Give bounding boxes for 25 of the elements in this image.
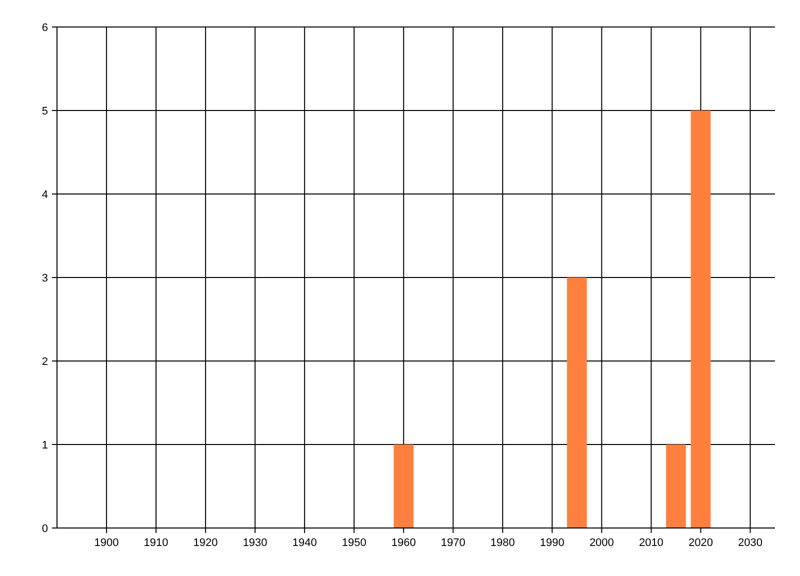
bar [666, 444, 686, 528]
x-tick-label: 1980 [490, 537, 515, 549]
x-tick-label: 1960 [391, 537, 416, 549]
bar [567, 278, 587, 528]
y-tick-label: 3 [42, 272, 48, 284]
y-tick-label: 5 [42, 106, 48, 118]
x-tick-label: 2010 [638, 537, 664, 549]
bar [394, 444, 414, 528]
x-tick-label: 2020 [688, 537, 713, 549]
y-tick-label: 6 [42, 22, 48, 34]
y-tick-label: 0 [42, 523, 48, 535]
x-tick-label: 2030 [738, 537, 762, 549]
x-tick-label: 1940 [292, 537, 317, 549]
x-tick-label: 1910 [144, 537, 168, 549]
x-tick-label: 2000 [589, 537, 614, 549]
x-tick-label: 1970 [440, 537, 466, 549]
y-tick-label: 4 [42, 189, 48, 201]
x-tick-label: 1900 [94, 537, 119, 549]
x-tick-label: 1950 [342, 537, 366, 549]
x-tick-label: 1920 [193, 537, 218, 549]
bar [690, 110, 711, 528]
x-tick-label: 1990 [540, 537, 564, 549]
y-tick-label: 1 [42, 440, 48, 452]
x-tick-label: 1930 [242, 537, 268, 549]
y-tick-label: 2 [42, 356, 48, 368]
